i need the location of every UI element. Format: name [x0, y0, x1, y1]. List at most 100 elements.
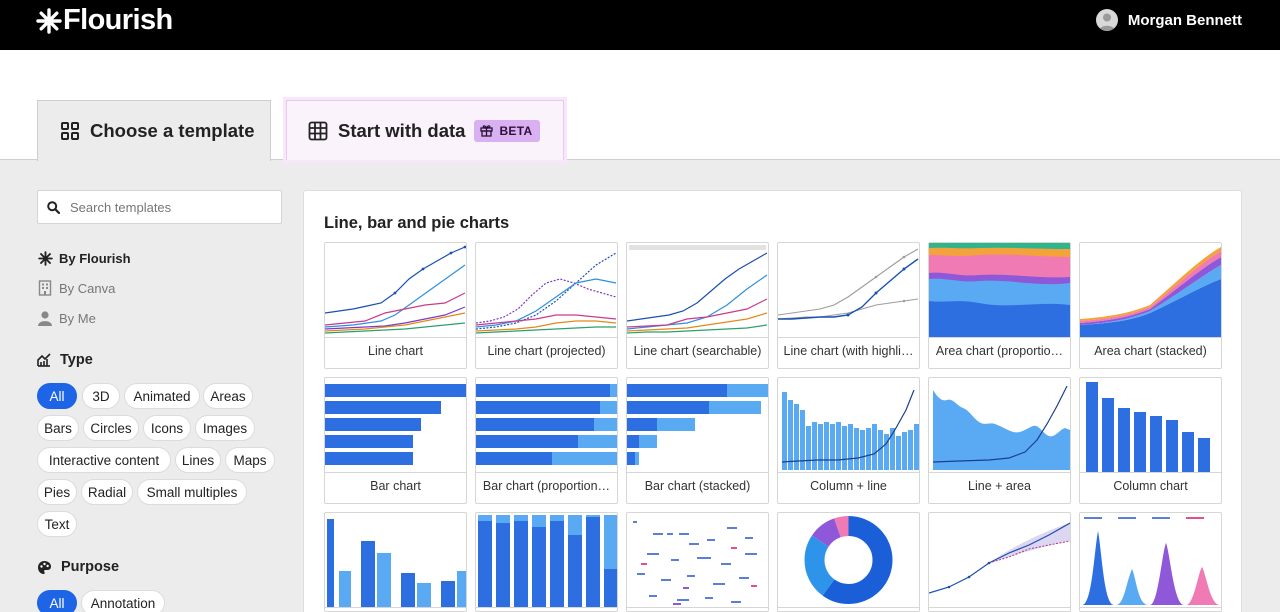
- top-bar: Flourish Morgan Bennett: [0, 0, 1280, 50]
- line-chart-searchable-icon: [627, 243, 768, 338]
- tab-choose-template[interactable]: Choose a template: [37, 100, 271, 161]
- line-chart-highlight-icon: [778, 243, 919, 338]
- type-pill-circles[interactable]: Circles: [83, 415, 139, 441]
- type-heading-label: Type: [60, 352, 93, 368]
- type-pill-icons[interactable]: Icons: [143, 415, 191, 441]
- template-card[interactable]: Bar chart (stacked): [626, 377, 769, 504]
- user-name: Morgan Bennett: [1127, 11, 1242, 29]
- beta-label: BETA: [499, 123, 533, 138]
- filter-by-me[interactable]: By Me: [37, 310, 96, 326]
- template-card-label: Line chart (projected): [487, 344, 606, 358]
- template-card-label: Column + line: [810, 479, 887, 493]
- type-pill-lines[interactable]: Lines: [175, 447, 221, 473]
- type-pill-small-multiples[interactable]: Small multiples: [137, 479, 247, 505]
- template-card[interactable]: [777, 512, 920, 612]
- filter-by-flourish[interactable]: By Flourish: [37, 250, 131, 266]
- template-card[interactable]: [626, 512, 769, 612]
- purpose-pill-annotation[interactable]: Annotation: [81, 590, 165, 612]
- template-card-label: Bar chart (stacked): [644, 479, 751, 493]
- template-card[interactable]: [1079, 512, 1222, 612]
- flourish-star-icon: [36, 7, 62, 34]
- type-pill-areas[interactable]: Areas: [203, 383, 253, 409]
- type-pill-interactive-content[interactable]: Interactive content: [37, 447, 171, 473]
- column-line-icon: [778, 378, 919, 473]
- type-pill-3d[interactable]: 3D: [82, 383, 120, 409]
- tab-start-with-data-label: Start with data: [338, 119, 466, 141]
- template-card[interactable]: Area chart (stacked): [1079, 242, 1222, 369]
- line-range-chart-icon: [929, 513, 1070, 608]
- filter-by-me-label: By Me: [59, 310, 96, 326]
- bar-chart-icon: [325, 378, 466, 473]
- user-menu[interactable]: Morgan Bennett: [1095, 8, 1242, 32]
- line-chart-icon: [325, 243, 466, 338]
- beta-badge: BETA: [474, 119, 541, 142]
- purpose-heading: Purpose: [37, 559, 119, 575]
- template-card[interactable]: Line chart (searchable): [626, 242, 769, 369]
- type-pill-bars[interactable]: Bars: [37, 415, 79, 441]
- template-card-label: Area chart (proportio…: [935, 344, 1064, 358]
- small-multiples-density-icon: [1080, 513, 1221, 608]
- filter-by-canva-label: By Canva: [59, 280, 116, 296]
- search-box[interactable]: [37, 190, 282, 224]
- tab-band: Choose a template Start with data: [0, 50, 1280, 161]
- template-panel: Line, bar and pie charts Line chart: [303, 190, 1242, 612]
- filter-by-canva[interactable]: By Canva: [37, 280, 115, 296]
- template-card[interactable]: Bar chart: [324, 377, 467, 504]
- template-card[interactable]: Column chart: [1079, 377, 1222, 504]
- area-chart-proportional-icon: [929, 243, 1070, 338]
- area-chart-stacked-icon: [1080, 243, 1221, 338]
- person-icon: [1098, 13, 1115, 31]
- scatter-table-icon: [627, 513, 768, 608]
- template-card[interactable]: Area chart (proportio…: [928, 242, 1071, 369]
- purpose-pill-all[interactable]: All: [37, 590, 77, 612]
- person-icon: [38, 311, 52, 326]
- tab-start-with-data[interactable]: Start with data BETA: [286, 100, 564, 160]
- logo-text: Flourish: [63, 4, 173, 36]
- flourish-star-icon: [37, 250, 53, 266]
- chart-type-icon: [37, 353, 51, 367]
- type-pill-text[interactable]: Text: [37, 511, 77, 537]
- avatar: [1095, 9, 1118, 31]
- template-card[interactable]: Line chart (with highli…: [777, 242, 920, 369]
- grouped-column-chart-icon: [325, 513, 466, 608]
- column-chart-icon: [1080, 378, 1221, 473]
- type-pill-pies[interactable]: Pies: [37, 479, 77, 505]
- building-icon: [38, 280, 52, 296]
- template-card[interactable]: [324, 512, 467, 612]
- flourish-logo[interactable]: Flourish: [36, 4, 173, 37]
- template-card[interactable]: [928, 512, 1071, 612]
- search-icon: [47, 200, 60, 214]
- template-card[interactable]: [475, 512, 618, 612]
- template-card[interactable]: Bar chart (proportion…: [475, 377, 618, 504]
- bar-chart-stacked-icon: [627, 378, 768, 473]
- template-card-label: Bar chart (proportion…: [482, 479, 611, 493]
- template-card-label: Line chart (searchable): [633, 344, 762, 358]
- template-card-label: Column chart: [1113, 479, 1188, 493]
- template-card-label: Line + area: [968, 479, 1031, 493]
- template-card-label: Area chart (stacked): [1094, 344, 1207, 358]
- template-card-label: Line chart (with highli…: [783, 344, 914, 358]
- template-card-label: Line chart: [368, 344, 423, 358]
- template-card[interactable]: Line chart (projected): [475, 242, 618, 369]
- search-input[interactable]: [70, 199, 270, 215]
- type-pill-radial[interactable]: Radial: [81, 479, 133, 505]
- line-chart-projected-icon: [476, 243, 617, 338]
- type-heading: Type: [37, 352, 93, 368]
- type-pill-maps[interactable]: Maps: [225, 447, 275, 473]
- line-area-icon: [929, 378, 1070, 473]
- type-pill-all[interactable]: All: [37, 383, 77, 409]
- filter-by-flourish-label: By Flourish: [59, 250, 131, 266]
- table-icon: [308, 121, 328, 140]
- type-pill-images[interactable]: Images: [195, 415, 255, 441]
- template-card[interactable]: Line chart: [324, 242, 467, 369]
- type-pill-animated[interactable]: Animated: [124, 383, 200, 409]
- palette-icon: [38, 560, 51, 574]
- section-title: Line, bar and pie charts: [324, 214, 510, 232]
- bar-chart-proportional-icon: [476, 378, 617, 473]
- grid-icon: [61, 122, 79, 140]
- purpose-heading-label: Purpose: [61, 559, 120, 575]
- template-card[interactable]: Column + line: [777, 377, 920, 504]
- template-card-label: Bar chart: [370, 479, 421, 493]
- template-card[interactable]: Line + area: [928, 377, 1071, 504]
- gift-icon: [480, 125, 494, 137]
